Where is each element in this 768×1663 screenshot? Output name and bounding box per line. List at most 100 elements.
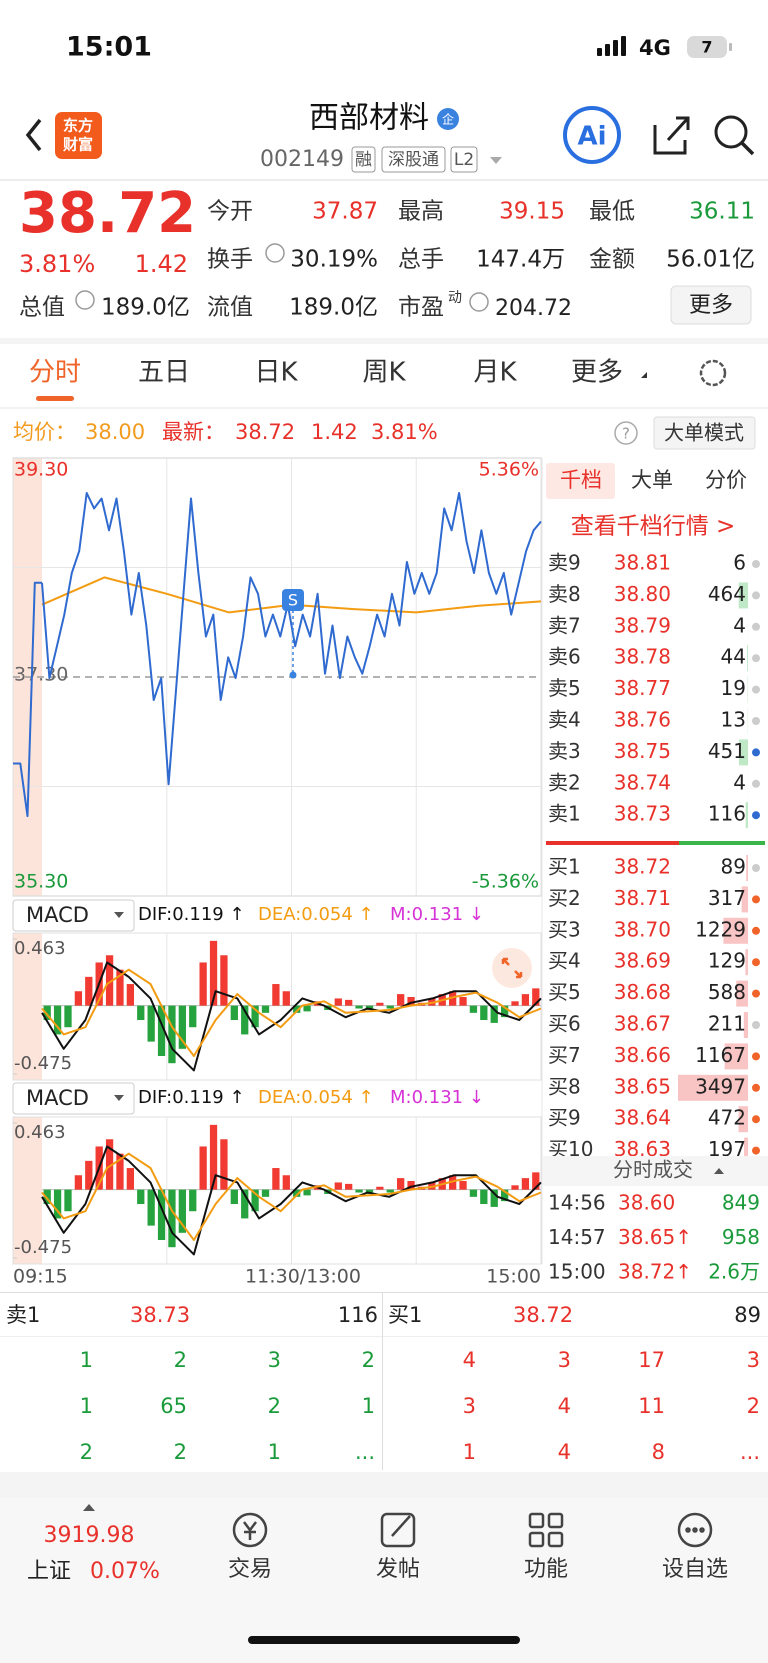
more-label[interactable]: 更多: [689, 293, 733, 318]
macd-bar: [261, 1005, 270, 1013]
depth-volume: 1229: [695, 917, 746, 941]
tab[interactable]: 分时: [29, 358, 81, 388]
depth-dot: [752, 622, 760, 631]
macd-bar: [490, 1005, 498, 1023]
signal: [597, 36, 626, 56]
macd-bar: [376, 1002, 384, 1006]
depth-volume: 588: [708, 980, 746, 1004]
index-change[interactable]: 0.07%: [90, 1559, 160, 1584]
depth-price: 38.81: [614, 551, 671, 575]
macd-bar: [407, 997, 415, 1006]
macd-bar: [251, 1005, 259, 1028]
change: 1.42: [135, 250, 188, 278]
depth-bar: [746, 855, 748, 881]
field-sup: 动: [448, 290, 462, 306]
badge-bg: [437, 108, 459, 130]
tab[interactable]: 月K: [473, 358, 517, 388]
help-icon[interactable]: [614, 421, 638, 445]
depth-label: 买1: [548, 855, 581, 879]
queue-order: 1: [80, 1394, 93, 1418]
depth-label: 买6: [548, 1012, 581, 1036]
queue-order: 2: [362, 1348, 375, 1372]
queue-order: ...: [355, 1440, 375, 1464]
dif-line: [41, 961, 542, 1072]
depth-bar: [743, 1012, 748, 1038]
index-name[interactable]: 上证: [27, 1559, 71, 1584]
app-logo: [55, 112, 102, 159]
share-button[interactable]: [653, 116, 690, 155]
macd-bar: [241, 1005, 249, 1035]
macd-bar: [500, 1005, 509, 1018]
depth-volume: 472: [708, 1106, 746, 1130]
depth-dot: [752, 811, 760, 820]
battery-level: 7: [701, 38, 712, 57]
logo-text: 东方: [63, 117, 93, 135]
help-label[interactable]: ?: [622, 425, 630, 443]
last-value: 38.72: [235, 420, 295, 444]
tab[interactable]: 日K: [254, 358, 298, 388]
divider: [0, 1472, 768, 1498]
info-icon: [469, 292, 489, 312]
depth-dot: [752, 1083, 760, 1092]
mode-button[interactable]: [653, 416, 756, 450]
depth-tab[interactable]: 分价: [705, 468, 747, 492]
expand-icon[interactable]: [501, 957, 523, 979]
more-button[interactable]: [670, 285, 752, 325]
index-value[interactable]: 3919.98: [44, 1523, 135, 1548]
tab[interactable]: 五日: [138, 358, 190, 388]
queue-order: 2: [268, 1394, 281, 1418]
back-button[interactable]: [25, 118, 42, 152]
depth-price: 38.80: [614, 582, 671, 606]
indicator-arrow[interactable]: [114, 912, 124, 918]
depth-bar: [736, 980, 748, 1007]
nav-item[interactable]: 设自选: [662, 1557, 728, 1582]
trades-title[interactable]: 分时成交: [613, 1158, 693, 1182]
field-label: 流值: [207, 295, 253, 321]
ai-label[interactable]: Ai: [577, 122, 606, 152]
depth-tab-active: [546, 463, 615, 499]
macd-bar: [147, 1189, 155, 1226]
field-label: 最高: [398, 199, 444, 225]
stock-name: 西部材料: [309, 101, 429, 136]
tab[interactable]: 周K: [362, 358, 406, 388]
depth-bar: [678, 1074, 748, 1101]
macd-bar: [74, 991, 83, 1006]
indicator-arrow[interactable]: [114, 1095, 124, 1101]
macd-bar: [282, 1175, 290, 1190]
depth-tab[interactable]: 千档: [560, 468, 602, 492]
indicator-select[interactable]: [12, 1082, 135, 1115]
field-value: 37.87: [312, 199, 378, 225]
home-indicator: [248, 1636, 520, 1644]
depth-label: 卖9: [548, 551, 581, 575]
nav-item[interactable]: 功能: [524, 1557, 568, 1582]
queue-order: 1: [463, 1440, 476, 1464]
indicator-name[interactable]: MACD: [26, 903, 89, 927]
marker-label: S: [288, 591, 298, 610]
macd-bar: [74, 1175, 83, 1190]
search-button[interactable]: [714, 115, 748, 149]
field-value: 56.01亿: [666, 247, 755, 273]
field-label: 金额: [589, 247, 635, 273]
settings-button[interactable]: [699, 359, 727, 387]
macd-bar: [334, 998, 342, 1006]
expand-button[interactable]: [492, 948, 532, 988]
depth-tab[interactable]: 大单: [631, 468, 673, 492]
depth-label: 买9: [548, 1106, 581, 1130]
indicator-name[interactable]: MACD: [26, 1086, 89, 1110]
nav-item[interactable]: 交易: [228, 1557, 272, 1582]
ai-button[interactable]: [563, 106, 621, 164]
tab[interactable]: 更多: [571, 358, 623, 388]
macd-bar: [345, 999, 353, 1006]
macd-bar: [105, 1139, 114, 1190]
depth-dot: [752, 1146, 760, 1155]
depth-label: 卖7: [548, 613, 581, 637]
macd-bar: [230, 1189, 238, 1205]
dropdown-arrow[interactable]: [490, 157, 502, 164]
depth-bar: [744, 1137, 748, 1164]
mode-label[interactable]: 大单模式: [664, 421, 744, 445]
queue-order: 4: [463, 1348, 476, 1372]
field-value: 36.11: [689, 199, 755, 225]
nav-item[interactable]: 发帖: [376, 1557, 420, 1582]
indicator-select[interactable]: [12, 899, 135, 932]
depth-link[interactable]: 查看千档行情 >: [571, 514, 736, 540]
